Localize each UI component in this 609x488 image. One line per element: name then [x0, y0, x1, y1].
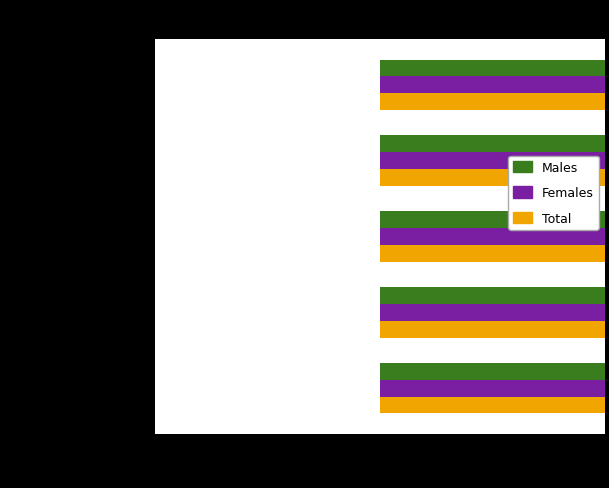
Bar — [380, 229, 609, 245]
Bar — [380, 94, 609, 110]
Bar — [380, 212, 609, 229]
Bar — [380, 61, 609, 77]
Legend: Males, Females, Total: Males, Females, Total — [508, 157, 599, 230]
Bar — [380, 288, 609, 305]
Bar — [380, 305, 609, 321]
Bar — [380, 153, 609, 169]
Bar — [380, 321, 609, 338]
Bar — [380, 169, 609, 186]
Bar — [380, 380, 609, 397]
Bar — [380, 364, 609, 380]
Bar — [380, 245, 609, 262]
Bar — [380, 136, 609, 153]
Bar — [380, 77, 609, 94]
Bar — [380, 397, 609, 414]
